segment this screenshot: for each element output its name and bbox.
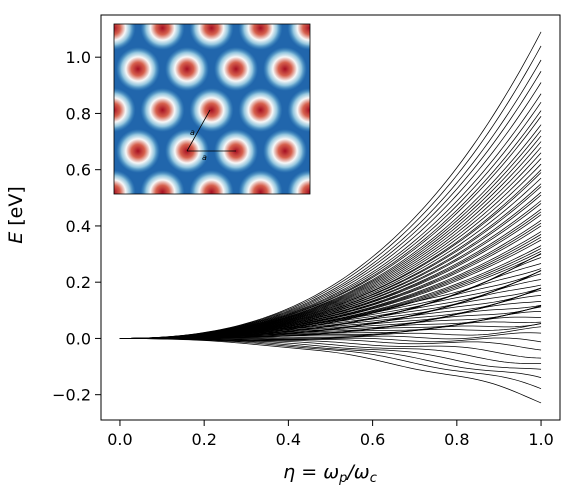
y-axis-label: E [eV] bbox=[5, 186, 27, 244]
inset-frame bbox=[113, 23, 311, 195]
inset-lattice-spot bbox=[189, 24, 234, 50]
x-tick-label: 0.0 bbox=[107, 430, 132, 449]
plot-frame bbox=[100, 14, 561, 421]
inset-lattice-spot bbox=[114, 170, 136, 194]
y-tick-label: 1.0 bbox=[66, 48, 91, 67]
inset-lattice-spot bbox=[165, 47, 209, 91]
y-tick-label: −0.2 bbox=[52, 386, 91, 405]
inset-lattice-spot bbox=[116, 47, 160, 91]
x-tick-label: 1.0 bbox=[528, 430, 553, 449]
y-tick-label: 0.2 bbox=[66, 273, 91, 292]
y-tick-label: 0.6 bbox=[66, 161, 91, 180]
x-tick-label: 0.6 bbox=[360, 430, 385, 449]
inset-lattice-vector-diagonal bbox=[186, 109, 211, 152]
y-tick-label: 0.0 bbox=[66, 329, 91, 348]
inset-lattice-spot bbox=[312, 47, 356, 91]
inset-heatmap: a a bbox=[113, 23, 356, 195]
inset-lattice-spot bbox=[238, 24, 283, 50]
inset-lattice-spot bbox=[189, 170, 234, 194]
inset-lattice-spot bbox=[114, 88, 136, 132]
inset-lattice-spot bbox=[140, 170, 185, 194]
x-axis: 0.0 0.2 0.4 0.6 0.8 1.0 bbox=[107, 420, 554, 449]
x-axis-label: η = ωp/ωc bbox=[283, 461, 377, 486]
inset-lattice-spot bbox=[263, 47, 307, 91]
inset-lattice-spot bbox=[263, 129, 307, 173]
band-line bbox=[119, 236, 542, 339]
band-line bbox=[119, 245, 542, 339]
inset-lattice-spot bbox=[116, 129, 160, 173]
y-axis: −0.2 0.0 0.2 0.4 0.6 0.8 1.0 bbox=[52, 48, 101, 405]
band-line bbox=[119, 338, 542, 390]
inset-lattice-spot bbox=[287, 88, 310, 132]
inset-lattice-spot bbox=[214, 47, 258, 91]
band-line bbox=[119, 338, 542, 404]
inset-lattice-spot bbox=[312, 129, 356, 173]
inset-label-a-horizontal: a bbox=[202, 153, 207, 162]
inset-lattice-spot bbox=[238, 88, 283, 132]
inset-label-a-diagonal: a bbox=[190, 128, 195, 137]
inset-lattice-spot bbox=[140, 24, 185, 50]
x-tick-label: 0.8 bbox=[444, 430, 469, 449]
y-tick-label: 0.4 bbox=[66, 217, 91, 236]
inset-lattice-spot bbox=[238, 170, 283, 194]
inset-lattice-spot bbox=[189, 88, 234, 132]
band-curves bbox=[119, 31, 542, 404]
inset-lattice-spot bbox=[140, 88, 185, 132]
band-line bbox=[119, 338, 542, 370]
y-tick-label: 0.8 bbox=[66, 104, 91, 123]
inset-lattice-spot bbox=[287, 170, 310, 194]
x-tick-label: 0.2 bbox=[191, 430, 216, 449]
inset-lattice-spot bbox=[114, 24, 136, 50]
x-tick-label: 0.4 bbox=[276, 430, 301, 449]
inset-lattice-spot bbox=[287, 24, 310, 50]
